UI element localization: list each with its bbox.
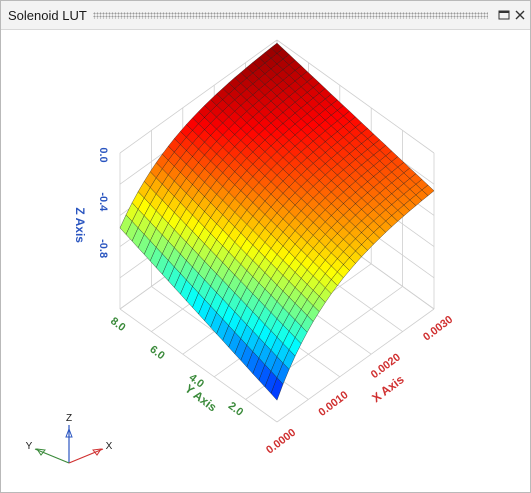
y-tick-label: 2.0 <box>226 400 245 419</box>
close-button[interactable] <box>513 8 527 22</box>
side-wall-grid-line <box>276 39 435 154</box>
maximize-button[interactable] <box>497 8 511 22</box>
close-icon <box>515 10 525 20</box>
orientation-triad: Z X Y <box>26 413 113 464</box>
triad-z-arrow <box>65 427 73 438</box>
floor-grid-line <box>276 308 435 423</box>
x-tick-label: 0.0000 <box>264 427 298 457</box>
floor-grid-line <box>119 308 278 423</box>
triad-x-arrow <box>92 448 103 456</box>
drag-grip[interactable] <box>93 12 488 19</box>
triad-y-label: Y <box>26 441 33 452</box>
triad-y-axis <box>34 448 70 464</box>
triad-y-arrow <box>35 448 46 456</box>
triad-x-label: X <box>106 441 113 452</box>
window-title: Solenoid LUT <box>8 8 87 23</box>
y-tick-label: 8.0 <box>108 315 127 334</box>
window-titlebar[interactable]: Solenoid LUT <box>1 1 530 30</box>
z-axis-label: Z Axis <box>73 207 87 243</box>
surface-mesh <box>119 42 435 401</box>
back-wall-grid-line <box>119 39 278 154</box>
surface-patch <box>270 377 284 401</box>
x-tick-label: 0.0030 <box>421 314 455 344</box>
z-tick-label: 0.0 <box>97 147 109 162</box>
z-tick-label: -0.4 <box>97 192 109 212</box>
triad-x-axis <box>68 448 104 464</box>
x-tick-label: 0.0010 <box>316 389 350 419</box>
z-tick-label: -0.8 <box>97 239 109 258</box>
triad-z-label: Z <box>66 413 72 424</box>
y-tick-label: 6.0 <box>147 343 166 362</box>
maximize-icon <box>498 10 510 20</box>
